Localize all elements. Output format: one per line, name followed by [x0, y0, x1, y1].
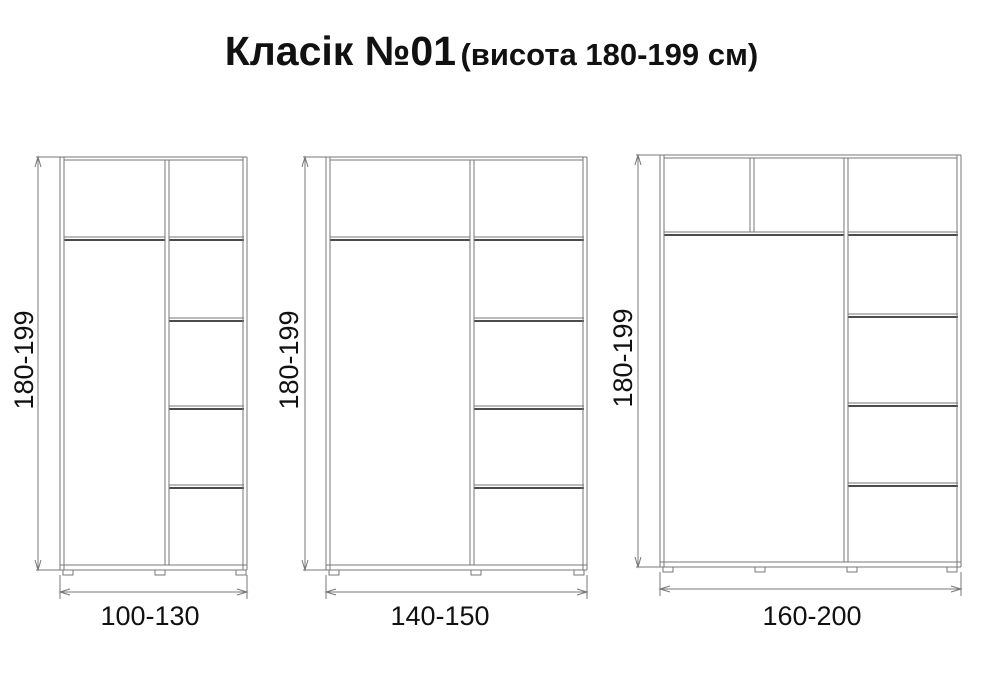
title-subtitle: (висота 180-199 см)	[460, 37, 759, 72]
width-label: 160-200	[762, 601, 861, 631]
foot	[235, 569, 247, 576]
wardrobe-3: 160-200 180-199	[608, 153, 963, 631]
foot	[946, 566, 958, 573]
foot	[470, 569, 482, 576]
foot	[62, 569, 74, 576]
foot	[573, 569, 585, 576]
wardrobe-2: 140-150 180-199	[274, 155, 589, 631]
width-label: 100-130	[100, 601, 199, 631]
foot	[662, 566, 674, 573]
title-main: Класік №01	[224, 28, 457, 74]
width-label: 140-150	[390, 601, 489, 631]
wardrobe-1: 100-130 180-199	[9, 155, 249, 631]
page-title: Класік №01 (висота 180-199 см)	[0, 28, 983, 75]
height-label: 180-199	[608, 308, 638, 407]
foot	[846, 566, 858, 573]
height-label: 180-199	[274, 310, 304, 409]
height-label: 180-199	[9, 310, 39, 409]
foot	[754, 566, 766, 573]
foot	[154, 569, 166, 576]
foot	[328, 569, 340, 576]
